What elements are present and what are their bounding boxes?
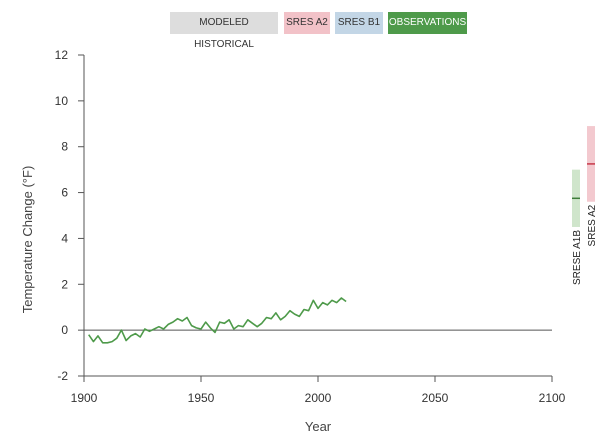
x-tick-label: 2100 — [539, 391, 566, 405]
y-axis-label: Temperature Change (°F) — [20, 166, 35, 314]
x-axis-label: Year — [305, 419, 332, 434]
y-tick-label: 6 — [61, 186, 68, 200]
axes: -2 0 2 4 6 8 10 12 1900 1950 2000 2050 2100 — [55, 48, 566, 405]
y-tick-label: 4 — [61, 231, 68, 245]
series-layer — [88, 297, 347, 344]
y-tick-label: 2 — [61, 277, 68, 291]
x-tick-label: 1950 — [188, 391, 215, 405]
modeled-historical-toggle[interactable]: MODELED HISTORICAL — [170, 12, 278, 50]
x-tick-label: 2050 — [422, 391, 449, 405]
y-tick-label: 8 — [61, 140, 68, 154]
range-label: SRES A2 — [587, 204, 598, 246]
y-tick-label: -2 — [57, 369, 68, 383]
x-tick-label: 2000 — [305, 391, 332, 405]
range-label: SRESE A1B — [572, 230, 583, 285]
observations-toggle[interactable]: OBSERVATIONS — [388, 12, 467, 34]
y-tick-label: 10 — [55, 94, 69, 108]
x-tick-label: 1900 — [71, 391, 98, 405]
legend-toggle-group: MODELED HISTORICAL SRES A2 SRES B1 OBSER… — [0, 12, 600, 50]
projection-ranges: SRESE A1B SRES A2 — [572, 126, 598, 285]
sres-b1-toggle[interactable]: SRES B1 — [335, 12, 383, 34]
sres-a2-toggle[interactable]: SRES A2 — [284, 12, 330, 34]
y-tick-label: 0 — [61, 323, 68, 337]
observations-line — [88, 297, 347, 344]
y-tick-label: 12 — [55, 48, 69, 62]
